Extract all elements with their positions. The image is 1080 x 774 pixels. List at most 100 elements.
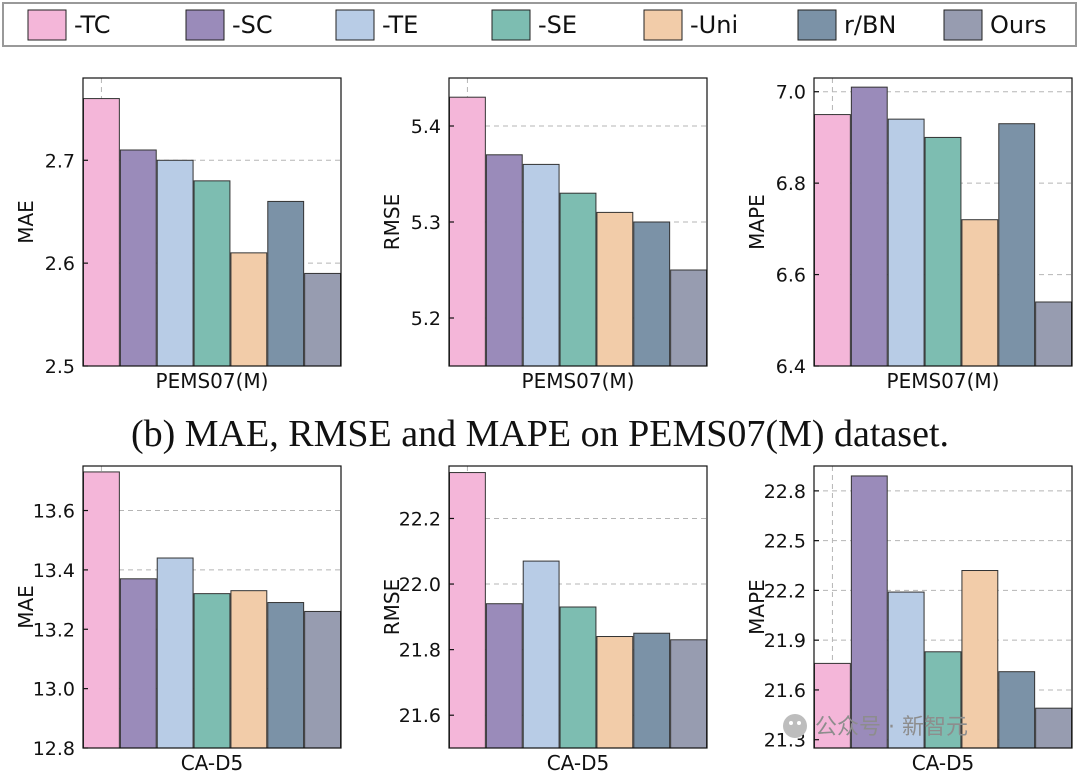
x-axis-label: PEMS07(M) [522,369,635,393]
chart-panel: 12.8 13.0 13.2 13.4 13.6 CA-D5 MAE [14,465,342,774]
legend-swatch [643,9,683,41]
y-tick-label: 22.5 [764,531,806,553]
y-tick-label: 7.0 [776,82,806,104]
bar [119,149,157,367]
legend-label: Ours [990,11,1046,39]
x-axis-label: PEMS07(M) [887,369,1000,393]
bar [267,200,305,367]
bar [998,671,1036,749]
wechat-icon-eye-left [789,721,793,725]
bar [850,86,888,367]
bar [924,651,962,749]
y-axis-label: RMSE [380,194,404,250]
bar [522,163,560,367]
y-tick-label: 5.2 [411,308,441,330]
y-axis-label: MAE [14,585,38,629]
y-tick-label: 21.9 [764,630,806,652]
bar [156,557,194,749]
legend-label: -TE [382,11,418,39]
bar [449,472,486,749]
watermark: 公众号 · 新智元 [783,714,968,740]
y-tick-label: 21.8 [399,640,441,662]
bar [670,639,708,749]
figure-caption: (b) MAE, RMSE and MAPE on PEMS07(M) data… [131,413,949,455]
bar [633,632,671,749]
bar [924,136,962,367]
y-axis-label: MAPE [745,579,769,635]
legend-swatch [27,9,67,41]
bar [230,252,268,367]
legend-swatch [491,9,531,41]
bar [304,272,341,367]
legend-label: r/BN [844,11,896,39]
bar [193,180,231,367]
legend-swatch [797,9,837,41]
y-tick-label: 2.5 [45,356,75,378]
plot-frame [813,77,1073,367]
legend-swatch [335,9,375,41]
legend-label: -SC [232,11,273,39]
y-tick-label: 13.6 [33,501,75,523]
y-tick-label: 22.2 [399,508,441,530]
bar [814,114,851,367]
y-tick-label: 13.0 [33,679,75,701]
bar [156,159,194,367]
y-tick-label: 22.2 [764,580,806,602]
bar [522,560,560,749]
legend-label: -Uni [690,11,738,39]
bar [83,98,120,367]
x-axis-label: CA-D5 [181,751,244,774]
legend-swatch [943,9,983,41]
x-axis-label: CA-D5 [912,751,975,774]
wechat-icon [783,714,807,738]
x-axis-label: PEMS07(M) [156,369,269,393]
bar [83,471,120,749]
y-tick-label: 21.6 [764,680,806,702]
chart-panel: 5.2 5.3 5.4 PEMS07(M) RMSE [380,77,708,393]
y-tick-label: 13.2 [33,619,75,641]
bar [887,591,925,749]
bar [449,96,486,367]
legend-swatch [185,9,225,41]
y-tick-label: 6.6 [776,265,806,287]
bar [267,602,305,749]
y-tick-label: 5.4 [411,116,441,138]
wechat-icon-eye-right [797,721,801,725]
bar [998,123,1036,367]
plot-frame [448,465,708,749]
bar [596,636,634,749]
y-tick-label: 2.7 [45,150,75,172]
y-axis-label: RMSE [380,579,404,635]
y-axis-label: MAPE [745,194,769,250]
y-tick-label: 22.0 [399,574,441,596]
bar [633,221,671,367]
y-tick-label: 22.8 [764,481,806,503]
y-tick-label: 2.6 [45,253,75,275]
y-tick-label: 6.8 [776,173,806,195]
bar [559,192,597,367]
y-tick-label: 13.4 [33,560,75,582]
bar [596,211,634,367]
y-axis-label: MAE [14,200,38,244]
y-tick-label: 6.4 [776,356,806,378]
y-tick-label: 12.8 [33,738,75,760]
legend-frame [2,2,1077,47]
x-axis-label: CA-D5 [547,751,610,774]
plot-frame [82,77,342,367]
bar [193,593,231,749]
bar [887,118,925,367]
plot-frame [82,465,342,749]
bar [850,475,888,749]
chart-panel: 21.6 21.8 22.0 22.2 CA-D5 RMSE [380,465,708,774]
chart-panel: 2.5 2.6 2.7 PEMS07(M) MAE [14,77,342,393]
legend-label: -TC [74,11,110,39]
bar [119,578,157,749]
bar [485,154,523,367]
bar [559,606,597,749]
bar [230,590,268,749]
chart-panel: 6.4 6.6 6.8 7.0 PEMS07(M) MAPE [745,77,1073,393]
bar [485,603,523,749]
bar [1035,301,1072,367]
charts: 2.5 2.6 2.7 PEMS07(M) MAE 5.2 5.3 5.4 PEMS07(M) R… [14,77,1073,774]
